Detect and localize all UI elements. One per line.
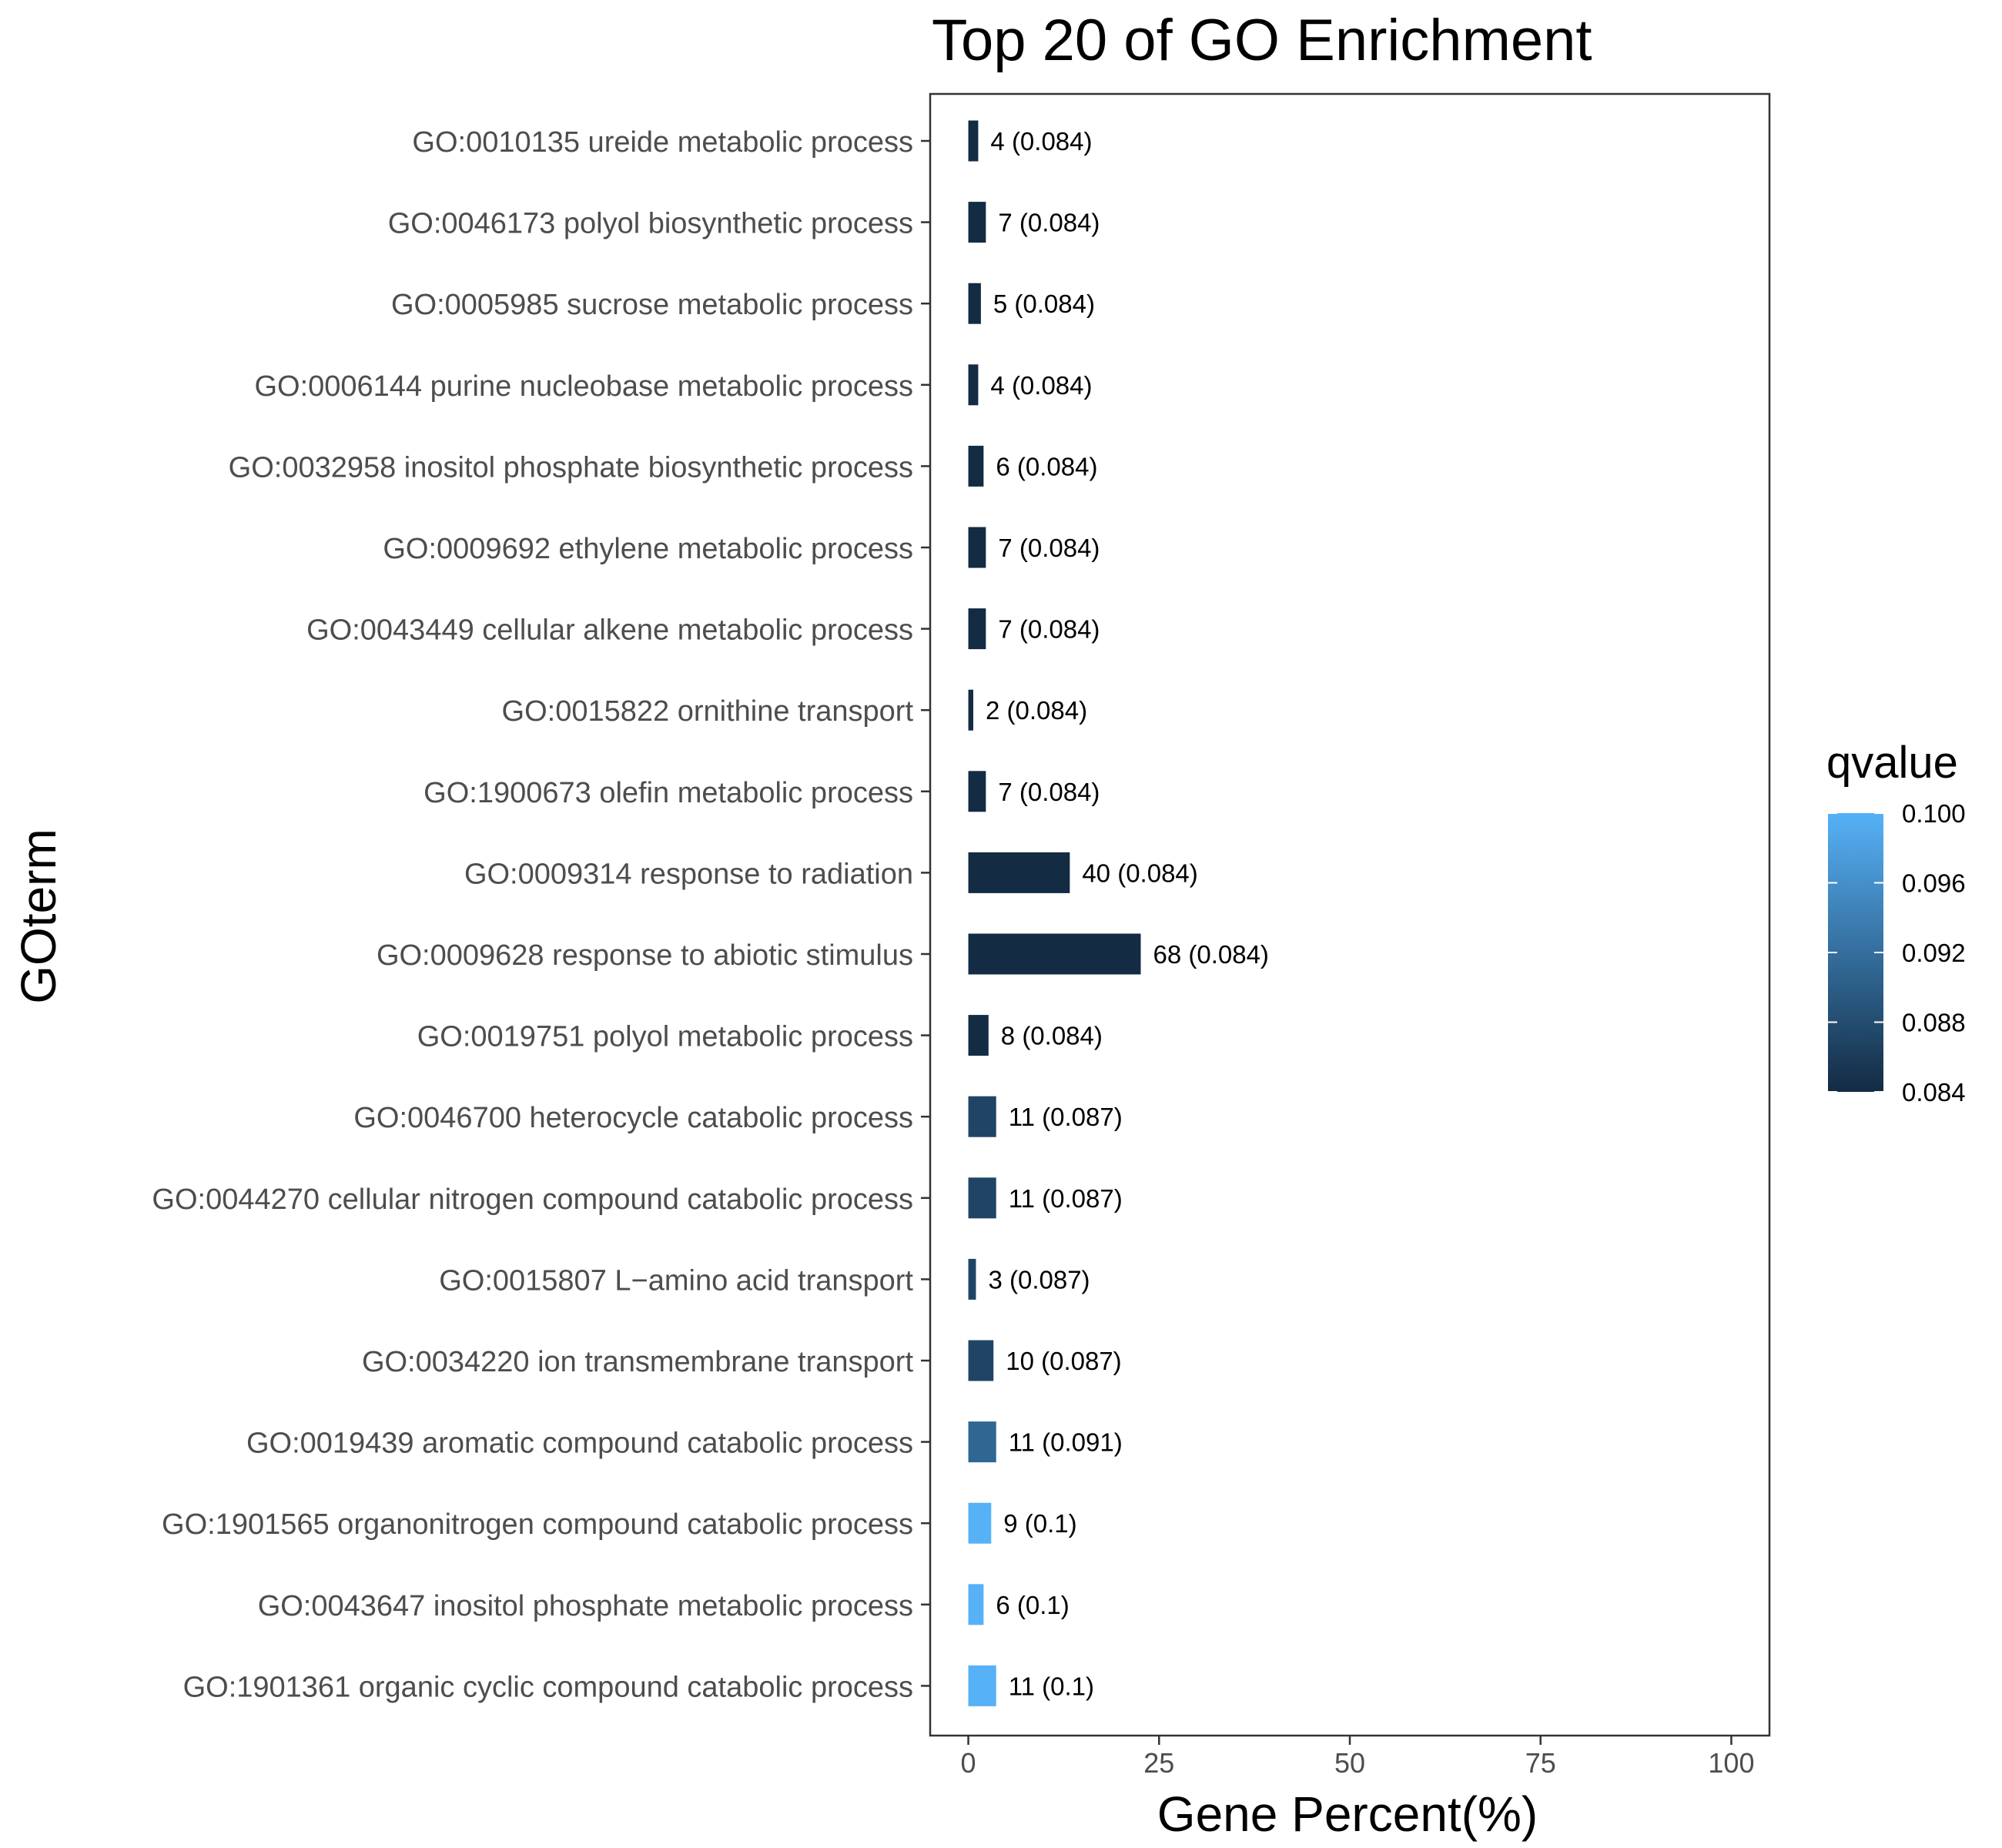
bar [968, 1340, 994, 1381]
bar [968, 283, 981, 324]
y-tick-label: GO:0009692 ethylene metabolic process [383, 533, 913, 565]
bar [968, 608, 986, 650]
y-tick-label: GO:0019439 aromatic compound catabolic p… [246, 1428, 913, 1460]
y-tick-label: GO:0009314 response to radiation [464, 858, 913, 890]
bar [968, 527, 986, 568]
y-tick-label: GO:0046173 polyol biosynthetic process [388, 208, 913, 240]
y-axis-label: GOterm [11, 829, 66, 1004]
bar-label: 7 (0.084) [998, 778, 1100, 806]
bar-label: 11 (0.1) [1009, 1672, 1094, 1700]
y-tick-label: GO:0019751 polyol metabolic process [417, 1021, 913, 1053]
y-tick-label: GO:0009628 response to abiotic stimulus [377, 939, 913, 972]
bar [968, 1258, 976, 1300]
bar-label: 7 (0.084) [998, 209, 1100, 237]
x-tick-label: 100 [1708, 1747, 1754, 1779]
y-tick-label: GO:0043449 cellular alkene metabolic pro… [306, 614, 913, 647]
bar [968, 202, 986, 243]
y-tick-label: GO:0005985 sucrose metabolic process [391, 289, 913, 321]
bar [968, 1096, 996, 1137]
y-tick-label: GO:0032958 inositol phosphate biosynthet… [229, 451, 913, 484]
bar-label: 7 (0.084) [998, 615, 1100, 644]
plot-layer: GO:0010135 ureide metabolic process 4 (0.… [152, 120, 1966, 1779]
bar [968, 1502, 992, 1544]
bar-label: 10 (0.087) [1006, 1347, 1121, 1375]
legend-tick-label: 0.084 [1902, 1078, 1966, 1106]
x-tick-label: 75 [1525, 1747, 1556, 1779]
bar-label: 9 (0.1) [1003, 1509, 1076, 1538]
bar-label: 11 (0.087) [1009, 1103, 1123, 1131]
bar [968, 933, 1141, 975]
bar-label: 4 (0.084) [990, 127, 1092, 156]
legend-tick-label: 0.092 [1902, 939, 1966, 967]
y-tick-label: GO:0010135 ureide metabolic process [412, 126, 913, 159]
bar [968, 771, 986, 812]
bar-label: 68 (0.084) [1153, 940, 1268, 969]
bar [968, 1015, 989, 1056]
legend-tick-label: 0.096 [1902, 869, 1966, 898]
legend-tick-label: 0.100 [1902, 799, 1966, 828]
bar-label: 6 (0.1) [996, 1591, 1069, 1619]
y-tick-label: GO:0006144 purine nucleobase metabolic p… [254, 370, 913, 403]
plot-panel [929, 92, 1771, 1737]
legend-title: qvalue [1826, 738, 1958, 788]
x-tick-label: 25 [1143, 1747, 1174, 1779]
bar-label: 5 (0.084) [993, 290, 1095, 318]
bar [968, 689, 973, 731]
bar-label: 6 (0.084) [996, 452, 1097, 480]
legend-tick-label: 0.088 [1902, 1009, 1966, 1037]
bar-label: 2 (0.084) [986, 696, 1087, 725]
y-tick-label: GO:0015822 ornithine transport [502, 695, 914, 728]
y-tick-label: GO:0015807 L−amino acid transport [439, 1264, 913, 1297]
y-tick-label: GO:0044270 cellular nitrogen compound ca… [152, 1183, 913, 1216]
bar-label: 11 (0.091) [1009, 1428, 1123, 1457]
bar [968, 852, 1070, 893]
chart-title: Top 20 of GO Enrichment [932, 8, 1592, 73]
y-tick-label: GO:1900673 olefin metabolic process [424, 777, 913, 809]
y-tick-label: GO:1901565 organonitrogen compound catab… [162, 1508, 913, 1541]
bar-label: 8 (0.084) [1001, 1022, 1103, 1050]
x-tick-label: 0 [961, 1747, 976, 1779]
bar-label: 4 (0.084) [990, 371, 1092, 400]
y-tick-label: GO:1901361 organic cyclic compound catab… [183, 1671, 913, 1703]
bar [968, 1177, 996, 1219]
x-axis-label: Gene Percent(%) [1157, 1786, 1538, 1842]
bar-label: 3 (0.087) [988, 1265, 1090, 1294]
bar [968, 120, 979, 162]
bar-label: 40 (0.084) [1082, 859, 1197, 887]
x-tick-label: 50 [1334, 1747, 1365, 1779]
bar [968, 364, 979, 406]
y-tick-label: GO:0034220 ion transmembrane transport [362, 1346, 914, 1378]
bar-label: 7 (0.084) [998, 534, 1100, 562]
y-tick-label: GO:0043647 inositol phosphate metabolic … [258, 1590, 913, 1622]
bar [968, 1421, 996, 1463]
bar [968, 1584, 984, 1625]
bar [968, 1665, 996, 1706]
bar-label: 11 (0.087) [1009, 1184, 1123, 1213]
bar [968, 445, 984, 487]
y-tick-label: GO:0046700 heterocycle catabolic process [353, 1102, 913, 1134]
